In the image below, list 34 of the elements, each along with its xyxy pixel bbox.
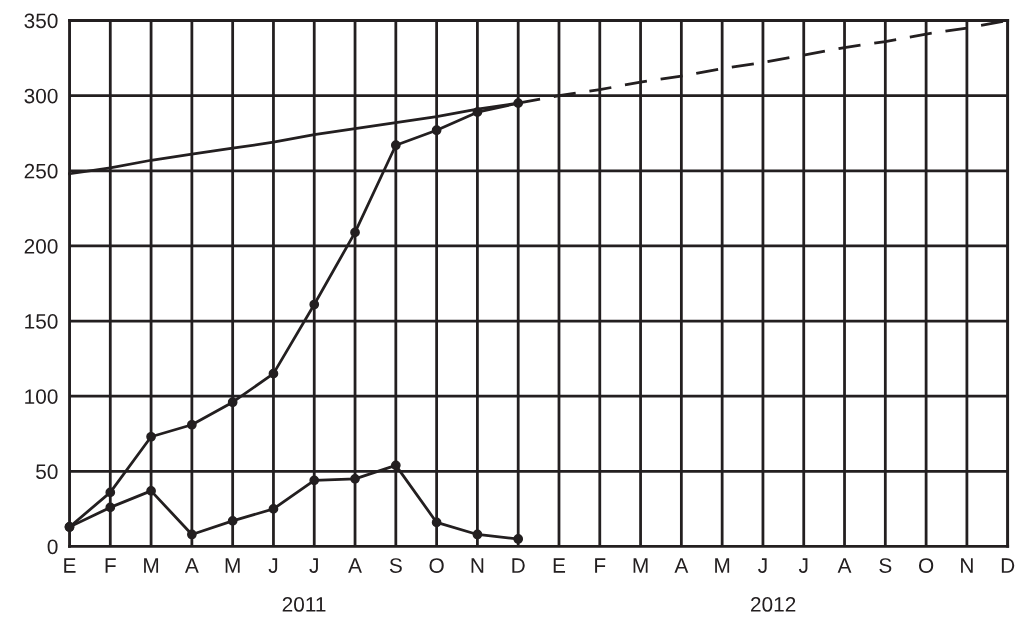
x-tick-label: J	[758, 558, 767, 573]
x-tick-label: O	[429, 558, 444, 573]
x-tick-label: E	[64, 558, 76, 573]
x-tick-label: M	[633, 558, 648, 573]
x-tick-label: D	[512, 558, 525, 573]
x-tick-label: D	[1001, 558, 1015, 573]
y-tick-label: 200	[24, 238, 58, 254]
x-tick-label: F	[105, 558, 116, 573]
y-tick-label: 0	[47, 539, 58, 555]
y-tick-label: 100	[25, 389, 58, 404]
y-tick-label: 250	[24, 163, 58, 179]
x-tick-label: A	[184, 558, 199, 573]
text: 2012	[751, 597, 796, 612]
x-tick-label: S	[879, 558, 892, 573]
x-tick-label: O	[918, 558, 934, 573]
x-tick-label: J	[798, 558, 808, 573]
x-tick-label: M	[144, 558, 159, 573]
x-tick-label: M	[715, 558, 730, 573]
text: 2011	[282, 597, 326, 612]
y-tick-label: 350	[24, 13, 58, 29]
x-tick-label: N	[961, 558, 973, 573]
y-tick-label: 50	[36, 464, 58, 480]
x-tick-label: N	[471, 558, 484, 573]
x-tick-label: A	[674, 558, 689, 573]
x-tick-label: S	[389, 558, 402, 573]
x-tick-label: J	[309, 558, 318, 573]
x-tick-label: A	[348, 558, 362, 573]
x-tick-label: F	[595, 558, 606, 573]
x-tick-label: A	[837, 558, 852, 573]
y-tick-label: 300	[24, 88, 58, 104]
x-tick-label: J	[268, 558, 278, 573]
x-tick-label: M	[225, 558, 240, 573]
x-tick-label: E	[553, 558, 566, 573]
y-tick-label: 150	[25, 314, 58, 329]
